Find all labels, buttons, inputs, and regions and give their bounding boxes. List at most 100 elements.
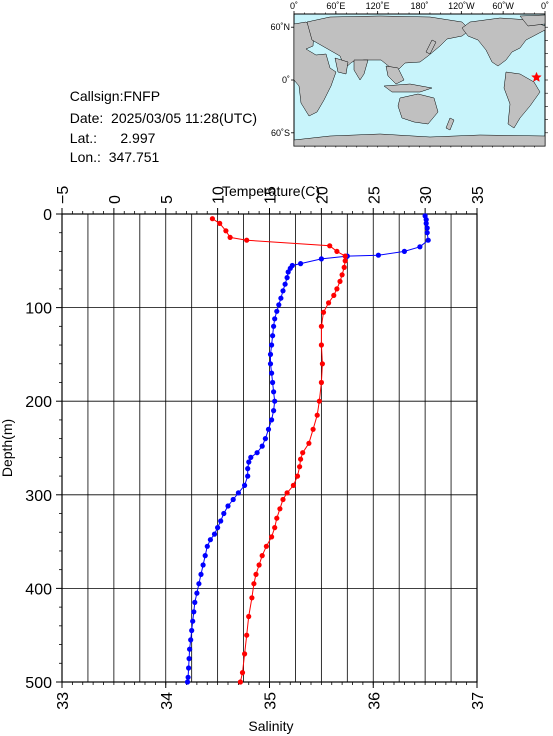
depth-tick-label: 300 — [25, 488, 52, 505]
temperature-point — [267, 351, 274, 357]
salinity-point — [298, 456, 304, 462]
temperature-point — [270, 379, 276, 386]
temperature-tick-label: 15 — [263, 186, 280, 204]
salinity-point — [269, 534, 275, 540]
date-label: Date: — [69, 110, 104, 126]
station-date: Date: 2025/03/05 11:28(UTC) — [62, 94, 257, 126]
plot-grid — [62, 214, 477, 682]
map-lon-label: 180˚ — [410, 1, 428, 11]
salinity-point — [272, 525, 278, 531]
temperature-point — [267, 361, 274, 367]
temperature-point — [235, 490, 241, 496]
temperature-tick-label: 35 — [470, 186, 487, 204]
temperature-point — [196, 581, 202, 587]
temperature-point — [225, 503, 231, 509]
land-india — [353, 59, 369, 81]
salinity-point — [223, 228, 229, 234]
salinity-point — [334, 248, 340, 254]
map-lon-label: 0˚ — [290, 1, 298, 11]
map-lon-label: 0˚ — [541, 1, 549, 11]
land-greenland — [519, 14, 546, 27]
salinity-tick-label: 37 — [470, 692, 487, 710]
plot-series — [184, 213, 431, 685]
temperature-point — [190, 618, 196, 624]
salinity-point — [306, 440, 312, 446]
temperature-point — [215, 525, 221, 531]
depth-tick-label: 400 — [25, 581, 52, 598]
temperature-point — [200, 562, 206, 568]
salinity-point — [314, 412, 320, 418]
temperature-point — [262, 436, 268, 442]
temperature-point — [298, 261, 304, 267]
salinity-point — [277, 506, 283, 512]
station-lat: Lat.: 2.997 — [62, 114, 156, 146]
salinity-point — [316, 398, 322, 404]
temperature-point — [202, 553, 208, 559]
temperature-point — [270, 333, 276, 339]
temperature-point — [194, 590, 200, 596]
temperature-point — [186, 656, 192, 662]
temperature-tick-label: −5 — [55, 186, 72, 204]
date-value: 2025/03/05 11:28(UTC) — [111, 110, 258, 126]
map-lat-label: 0˚ — [282, 75, 290, 85]
salinity-point — [242, 651, 248, 657]
land-southeast-asia — [385, 65, 405, 85]
temperature-point — [207, 537, 213, 543]
salinity-point — [244, 632, 250, 638]
lon-value: 347.751 — [108, 149, 160, 165]
temperature-point — [375, 252, 381, 258]
salinity-point — [263, 543, 269, 549]
salinity-point — [337, 278, 343, 284]
station-marker — [531, 71, 542, 82]
land-indonesia — [383, 83, 433, 93]
map-land — [293, 14, 546, 147]
salinity-point — [249, 595, 255, 601]
salinity-axis-label: Salinity — [248, 718, 293, 734]
temperature-point — [265, 426, 272, 432]
temperature-tick-label: 30 — [418, 186, 435, 204]
map-lon-label: 60˚E — [326, 1, 345, 11]
salinity-point — [274, 515, 280, 521]
salinity-point — [300, 450, 306, 456]
salinity-point — [239, 670, 246, 676]
temperature-point — [242, 482, 248, 488]
depth-tick-label: 500 — [25, 675, 52, 692]
temperature-point — [271, 408, 277, 414]
station-callsign: Callsign:FNFP — [62, 72, 160, 104]
map-lat-label: 60˚N — [270, 22, 290, 32]
temperature-point — [278, 295, 284, 301]
salinity-point — [244, 237, 250, 243]
temperature-point — [271, 389, 277, 395]
temperature-point — [188, 637, 194, 643]
salinity-point — [331, 292, 337, 298]
land-arabia — [334, 57, 349, 75]
temperature-point — [284, 275, 290, 281]
station-lon: Lon.: 347.751 — [62, 133, 160, 165]
callsign-value: FNFP — [123, 88, 161, 104]
salinity-point — [280, 496, 286, 503]
land-new-zealand — [445, 117, 455, 131]
temperature-point — [230, 496, 236, 503]
map-lat-label: 60˚S — [271, 128, 290, 138]
salinity-point — [342, 253, 348, 259]
salinity-tick-label: 36 — [366, 692, 383, 710]
salinity-point — [227, 234, 233, 240]
temperature-point — [187, 646, 193, 652]
salinity-point — [319, 361, 325, 367]
temperature-point — [276, 302, 282, 308]
temperature-point — [282, 281, 288, 287]
salinity-point — [297, 464, 303, 470]
map-lon-label: 120˚E — [366, 1, 390, 11]
salinity-point — [284, 490, 290, 496]
temperature-tick-label: 0 — [107, 195, 124, 204]
salinity-point — [256, 562, 262, 568]
temperature-point — [204, 543, 210, 549]
temperature-point — [271, 323, 277, 329]
salinity-point — [259, 553, 265, 559]
salinity-point — [237, 679, 243, 685]
temperature-point — [198, 571, 204, 578]
temperature-point — [185, 674, 191, 680]
temperature-point — [192, 599, 198, 606]
temperature-point — [424, 230, 430, 236]
